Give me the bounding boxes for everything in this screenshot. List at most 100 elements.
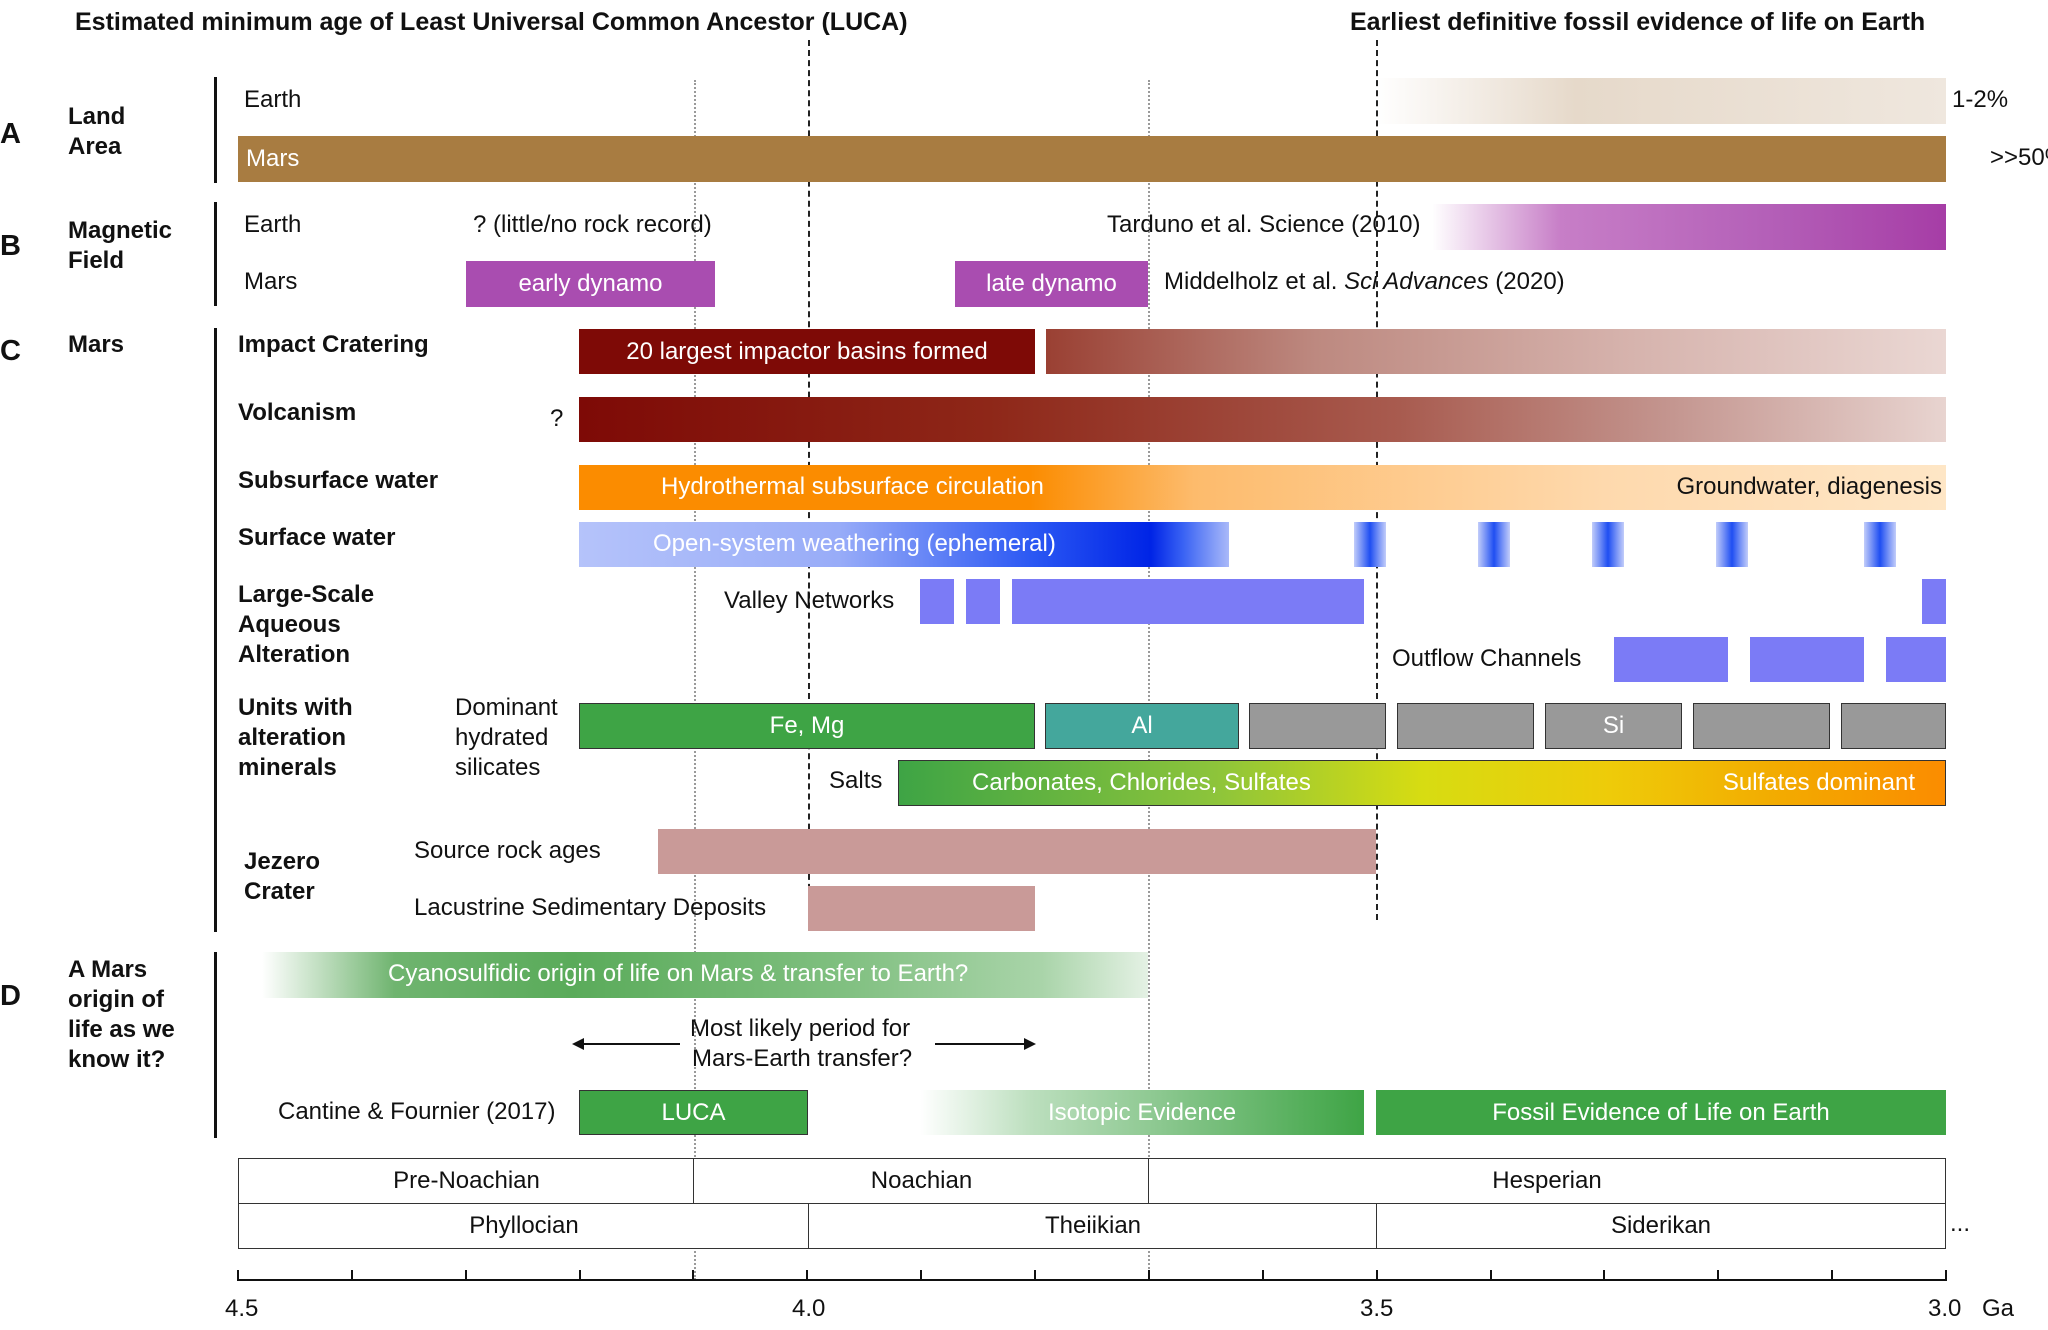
axis-tick xyxy=(806,1270,809,1281)
axis-tick xyxy=(1717,1270,1720,1281)
panel-d-bracket xyxy=(214,952,217,1138)
units-title-3: minerals xyxy=(238,754,337,781)
period-hesperian: Hesperian xyxy=(1148,1158,1946,1204)
tarduno-reference: Tarduno et al. Science (2010) xyxy=(1107,211,1421,238)
lacustrine-label: Lacustrine Sedimentary Deposits xyxy=(414,894,767,921)
isotopic-evidence-label: Isotopic Evidence xyxy=(1047,1098,1237,1126)
volcanism-question: ? xyxy=(550,405,564,432)
transfer-period-arrows xyxy=(572,1038,1036,1050)
early-dynamo-bar: early dynamo xyxy=(466,261,715,307)
axis-tick xyxy=(1831,1270,1834,1281)
volcanism-bar xyxy=(579,397,1946,442)
likely-period-label-2: Mars-Earth transfer? xyxy=(692,1045,913,1072)
lacustrine-bar xyxy=(808,886,1035,931)
si-unit-bar-1 xyxy=(1249,703,1386,749)
no-rock-record-note: ? (little/no rock record) xyxy=(473,211,712,238)
panel-a-title-2: Area xyxy=(68,133,122,160)
prenoachian-boundary-dotted-line xyxy=(694,80,696,1280)
axis-tick xyxy=(1375,1270,1378,1281)
impact-cratering-title: Impact Cratering xyxy=(238,331,429,358)
surface-water-title: Surface water xyxy=(238,524,396,551)
luca-label: LUCA xyxy=(661,1098,726,1126)
fossil-evidence-label: Fossil Evidence of Life on Earth xyxy=(1492,1098,1830,1126)
axis-tick xyxy=(1261,1270,1264,1281)
jezero-title-2: Crater xyxy=(244,878,315,905)
luca-header: Estimated minimum age of Least Universal… xyxy=(75,8,908,36)
panel-d-title-4: know it? xyxy=(68,1046,166,1073)
dominant-label-3: silicates xyxy=(455,754,541,781)
si-unit-bar-3: Si xyxy=(1545,703,1682,749)
axis-label-3-0: 3.0 xyxy=(1928,1295,1962,1322)
panel-b-title-1: Magnetic xyxy=(68,217,173,244)
groundwater-label: Groundwater, diagenesis xyxy=(1676,473,1943,500)
mars-land-label: Mars xyxy=(246,145,300,172)
subsurface-water-title: Subsurface water xyxy=(238,467,439,494)
aqueous-title-3: Alteration xyxy=(238,641,351,668)
left-arrow-head xyxy=(572,1038,584,1050)
valley-networks-bar-2 xyxy=(966,579,1000,624)
al-label: Al xyxy=(1131,712,1153,739)
panel-b-letter: B xyxy=(0,230,21,262)
late-dynamo-label: late dynamo xyxy=(986,270,1117,297)
middelholz-reference: Middelholz et al. Sci Advances (2020) xyxy=(1164,268,1565,296)
carbonates-label: Carbonates, Chlorides, Sulfates xyxy=(972,769,1311,796)
sulfates-dominant-label: Sulfates dominant xyxy=(1722,769,1915,796)
panel-c-letter: C xyxy=(0,335,21,367)
panel-d-title-2: origin of xyxy=(68,986,164,1013)
source-rock-bar xyxy=(658,829,1376,874)
period-noachian: Noachian xyxy=(693,1158,1150,1204)
open-system-weathering-bar: Open-system weathering (ephemeral) xyxy=(579,522,1229,567)
panel-d-title-1: A Mars xyxy=(68,956,148,983)
fossil-evidence-bar: Fossil Evidence of Life on Earth xyxy=(1376,1090,1946,1135)
dominant-label-2: hydrated xyxy=(455,724,549,751)
open-system-weathering-label: Open-system weathering (ephemeral) xyxy=(653,530,1056,557)
axis-tick xyxy=(237,1270,239,1281)
cantine-reference: Cantine & Fournier (2017) xyxy=(278,1098,556,1125)
al-unit-bar: Al xyxy=(1045,703,1239,749)
cyanosulfidic-label: Cyanosulfidic origin of life on Mars & t… xyxy=(388,960,969,987)
axis-tick xyxy=(920,1270,923,1281)
salts-label: Salts xyxy=(829,767,883,794)
fossil-header: Earliest definitive fossil evidence of l… xyxy=(1350,8,1926,36)
period-ellipsis: ... xyxy=(1950,1210,1971,1237)
hydrothermal-label: Hydrothermal subsurface circulation xyxy=(661,473,1044,500)
surface-water-pulse-1 xyxy=(1354,522,1386,567)
earth-magnetic-bar xyxy=(1432,204,1946,250)
valley-networks-bar-1 xyxy=(920,579,954,624)
impact-basins-bar: 20 largest impactor basins formed xyxy=(579,329,1035,374)
panel-b-mars-label: Mars xyxy=(244,268,298,295)
fe-mg-label: Fe, Mg xyxy=(769,712,845,739)
axis-tick xyxy=(1603,1270,1606,1281)
early-dynamo-label: early dynamo xyxy=(518,270,663,297)
dominant-label-1: Dominant xyxy=(455,694,558,721)
units-title-2: alteration xyxy=(238,724,347,751)
axis-tick xyxy=(1945,1270,1947,1281)
cyanosulfidic-bar: Cyanosulfidic origin of life on Mars & t… xyxy=(262,952,1148,998)
panel-a-title-1: Land xyxy=(68,103,126,130)
time-axis-line xyxy=(238,1279,1946,1281)
volcanism-title: Volcanism xyxy=(238,399,357,426)
valley-networks-label: Valley Networks xyxy=(724,587,895,614)
panel-b-title-2: Field xyxy=(68,247,125,274)
surface-water-pulse-5 xyxy=(1864,522,1896,567)
outflow-channels-label: Outflow Channels xyxy=(1392,645,1582,672)
late-dynamo-bar: late dynamo xyxy=(955,261,1148,307)
axis-tick xyxy=(1147,1270,1150,1281)
panel-b-earth-label: Earth xyxy=(244,211,302,238)
period-siderikan: Siderikan xyxy=(1376,1203,1946,1249)
panel-a-earth-label: Earth xyxy=(244,86,302,113)
subsurface-water-bar: Hydrothermal subsurface circulation Grou… xyxy=(579,465,1946,510)
axis-tick xyxy=(350,1270,353,1281)
panel-c-bracket xyxy=(214,328,217,932)
mars-land-area-bar: Mars xyxy=(238,136,1946,182)
impact-decline-bar xyxy=(1046,329,1946,374)
axis-tick xyxy=(1034,1270,1037,1281)
surface-water-pulse-3 xyxy=(1592,522,1624,567)
source-rock-label: Source rock ages xyxy=(414,837,601,864)
jezero-title-1: Jezero xyxy=(244,848,321,875)
outflow-channels-bar-1 xyxy=(1614,637,1728,682)
units-title-1: Units with xyxy=(238,694,353,721)
middelholz-authors: Middelholz et al. xyxy=(1164,268,1338,295)
si-unit-bar-2 xyxy=(1397,703,1534,749)
